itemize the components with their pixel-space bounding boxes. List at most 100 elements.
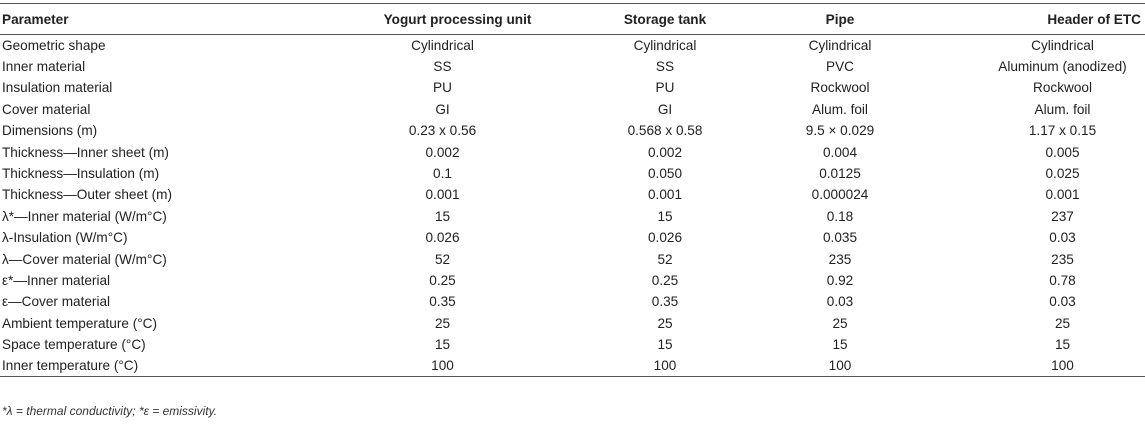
table-cell: 0.001 [1045, 187, 1080, 203]
table-cell: 100 [920, 355, 1145, 378]
table-cell: 0.1 [433, 166, 452, 182]
table-cell: 0.005 [1045, 144, 1080, 160]
table-cell: Cylindrical [808, 37, 872, 53]
table-cell: PVC [826, 59, 854, 75]
table-cell: GI [435, 101, 450, 117]
table-row: Thickness—Inner sheet (m) 0.002 0.002 0.004… [0, 141, 1145, 162]
table-cell: 52 [434, 251, 451, 267]
row-label: λ*—Inner material (W/m°C) [2, 208, 167, 224]
column-header-pipe: Pipe [760, 3, 920, 35]
table-cell: 100 [760, 355, 920, 378]
table-cell: 0.002 [647, 144, 683, 160]
table-cell: Alum. foil [1034, 101, 1091, 117]
column-header-parameter: Parameter [0, 3, 345, 35]
table-cell: 0.03 [1049, 294, 1076, 310]
row-label: Space temperature (°C) [2, 337, 146, 353]
row-label: Thickness—Insulation (m) [2, 166, 160, 182]
table-footnote: *λ = thermal conductivity; *ε = emissivi… [2, 404, 218, 418]
table-cell: SS [655, 59, 675, 75]
header-row: Parameter Yogurt processing unit Storage… [0, 3, 1145, 35]
row-label: Dimensions (m) [2, 123, 98, 139]
table-cell: 25 [657, 315, 673, 331]
row-label: Thickness—Inner sheet (m) [2, 144, 169, 160]
table-cell: 0.03 [826, 294, 854, 310]
row-label: Inner material [2, 59, 86, 75]
table-cell: Alum. foil [812, 101, 868, 117]
table-row: Space temperature (°C) 15 15 15 15 [0, 334, 1145, 355]
table-cell: 0.025 [1045, 166, 1080, 182]
table-cell: 15 [657, 337, 673, 353]
table-cell: 25 [832, 315, 848, 331]
table-row: ε*—Inner material 0.25 0.25 0.92 0.78 [0, 270, 1145, 291]
table-cell: 0.026 [647, 230, 683, 246]
table-row: Dimensions (m) 0.23 x 0.56 0.568 x 0.58 9.5… [0, 120, 1145, 141]
table-cell: 15 [434, 337, 451, 353]
table-row: λ—Cover material (W/m°C) 52 52 235 235 [0, 248, 1145, 269]
table-cell: GI [657, 101, 673, 117]
column-header-header-of-etc: Header of ETC [920, 3, 1145, 35]
table-cell: 0.23 x 0.56 [408, 123, 477, 139]
table-cell: 0.001 [647, 187, 683, 203]
table-cell: Cylindrical [1031, 37, 1094, 53]
row-label: Inner temperature (°C) [0, 355, 345, 378]
table-cell: 0.03 [1049, 230, 1076, 246]
table-cell: 0.000024 [811, 187, 869, 203]
table-row: Geometric shape Cylindrical Cylindrical Cyl… [0, 35, 1145, 56]
table-cell: 0.004 [822, 144, 858, 160]
table-cell: Rockwool [810, 80, 870, 96]
table-row: λ-Insulation (W/m°C) 0.026 0.026 0.035 0.03 [0, 227, 1145, 248]
row-label: ε*—Inner material [2, 272, 111, 288]
table-cell: 25 [434, 315, 451, 331]
column-header-yogurt-processing-unit: Yogurt processing unit [345, 3, 570, 35]
table-cell: 0.18 [826, 208, 854, 224]
row-label: λ-Insulation (W/m°C) [2, 230, 128, 246]
table-cell: SS [433, 59, 452, 75]
row-label: Cover material [2, 101, 91, 117]
row-label: Insulation material [2, 80, 113, 96]
parameters-table: Parameter Yogurt processing unit Storage… [0, 3, 1145, 378]
table-row: Inner temperature (°C) 100 100 100 100 [0, 355, 1145, 378]
table-cell: 0.35 [429, 294, 456, 310]
column-header-storage-tank: Storage tank [570, 3, 760, 35]
table-row: Cover material GI GI Alum. foil Alum. foil [0, 99, 1145, 120]
table-cell: 0.0125 [819, 166, 861, 182]
table-cell: 15 [434, 208, 451, 224]
table-cell: 1.17 x 0.15 [1028, 123, 1097, 139]
table-cell: 15 [1054, 337, 1071, 353]
table-cell: 100 [570, 355, 760, 378]
row-label: Ambient temperature (°C) [2, 315, 158, 331]
table-cell: 15 [657, 208, 673, 224]
table-row: Thickness—Outer sheet (m) 0.001 0.001 0.000… [0, 184, 1145, 205]
table-cell: 0.25 [429, 272, 456, 288]
row-label: ε—Cover material [2, 294, 111, 310]
table-cell: Rockwool [1033, 80, 1092, 96]
table-cell: 0.568 x 0.58 [627, 123, 703, 139]
table-cell: Cylindrical [633, 37, 697, 53]
table-cell: PU [433, 80, 452, 96]
table-cell: 0.035 [822, 230, 858, 246]
table-cell: 237 [1051, 208, 1074, 224]
table-cell: 0.002 [425, 144, 460, 160]
table-cell: 0.92 [826, 272, 854, 288]
table-cell: 0.78 [1049, 272, 1076, 288]
table-cell: 52 [657, 251, 673, 267]
row-label: Thickness—Outer sheet (m) [2, 187, 172, 203]
table-row: Insulation material PU PU Rockwool Rockwool [0, 77, 1145, 98]
table-cell: 0.026 [425, 230, 460, 246]
table-cell: 9.5 × 0.029 [805, 123, 875, 139]
table-cell: 0.001 [425, 187, 460, 203]
table-cell: Cylindrical [411, 37, 474, 53]
table-cell: 0.35 [651, 294, 679, 310]
row-label: Geometric shape [2, 37, 106, 53]
table-cell: 25 [1054, 315, 1071, 331]
table-cell: 0.25 [651, 272, 679, 288]
table-cell: PU [655, 80, 675, 96]
table-cell: 0.050 [647, 166, 683, 182]
table-cell: 100 [345, 355, 570, 378]
table-body: Geometric shape Cylindrical Cylindrical Cyl… [0, 35, 1145, 378]
table-cell: 235 [828, 251, 852, 267]
table-row: ε—Cover material 0.35 0.35 0.03 0.03 [0, 291, 1145, 312]
table-cell: 15 [832, 337, 848, 353]
table-cell: 235 [1051, 251, 1074, 267]
